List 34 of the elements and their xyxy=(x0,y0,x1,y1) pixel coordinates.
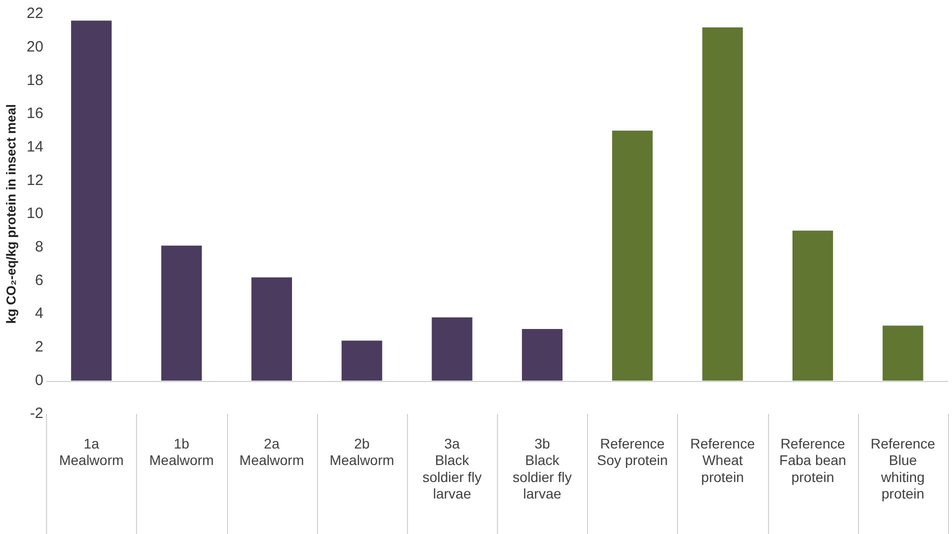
x-tick-label: Reference Faba bean protein xyxy=(779,435,846,485)
bar xyxy=(702,27,743,381)
y-tick-label: 6 xyxy=(34,272,44,289)
y-tick-label: 2 xyxy=(34,338,44,356)
bar xyxy=(251,277,292,381)
y-tick-label: 8 xyxy=(34,238,44,256)
bar xyxy=(342,340,382,381)
y-tick-label: 4 xyxy=(34,305,44,322)
y-tick-label: 18 xyxy=(26,72,44,89)
bar xyxy=(71,20,112,381)
x-tick-label: 1b Mealworm xyxy=(149,435,214,468)
x-tick-label: Reference Wheat protein xyxy=(690,435,756,485)
x-tick-label: 3b Black soldier fly larvae xyxy=(512,435,572,502)
x-tick-label: 2a Mealworm xyxy=(239,435,304,468)
y-tick-label: 10 xyxy=(26,205,44,222)
x-tick-label: Reference Soy protein xyxy=(596,435,668,468)
y-tick-label: 12 xyxy=(26,172,44,189)
y-tick-label: 0 xyxy=(34,372,44,389)
x-tick-label: Reference Blue whiting protein xyxy=(870,435,936,502)
y-tick-label: 22 xyxy=(26,5,44,22)
x-tick-label: 3a Black soldier fly larvae xyxy=(422,435,482,502)
y-tick-label: 14 xyxy=(26,138,44,156)
y-tick-label: 16 xyxy=(26,105,44,122)
bar xyxy=(161,246,202,381)
y-tick-label: 20 xyxy=(26,38,44,56)
bar xyxy=(792,230,834,381)
bar xyxy=(432,317,472,381)
x-tick-label: 1a Mealworm xyxy=(59,435,124,468)
bar xyxy=(612,130,653,381)
bar xyxy=(522,329,563,381)
x-tick-label: 2b Mealworm xyxy=(330,435,394,468)
y-tick-label: -2 xyxy=(30,405,44,422)
bar xyxy=(882,326,924,381)
y-axis-title: kg CO₂-eq/kg protein in insect meal xyxy=(3,104,18,324)
